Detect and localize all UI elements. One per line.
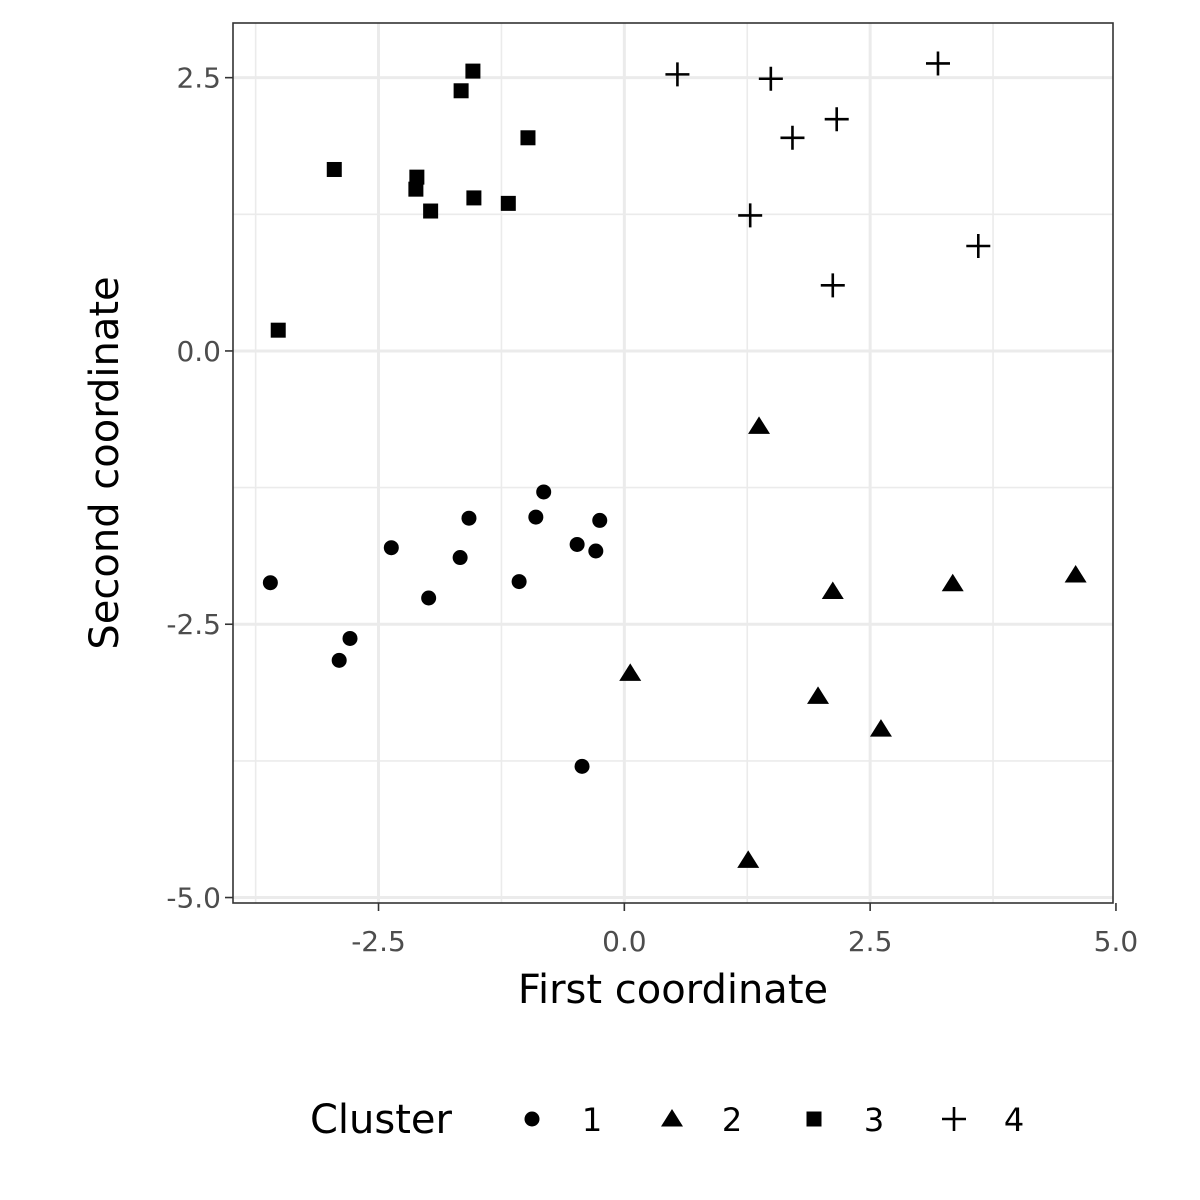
point-cluster-4 <box>820 273 845 298</box>
point-cluster-1 <box>383 540 399 556</box>
x-tick-label: -2.5 <box>351 925 406 958</box>
x-tick-label: 5.0 <box>1094 925 1139 958</box>
legend-label-1: 1 <box>582 1101 602 1139</box>
point-cluster-1 <box>452 550 468 566</box>
point-cluster-1 <box>511 574 527 590</box>
point-cluster-1 <box>528 509 544 525</box>
plot-panel <box>233 23 1113 903</box>
point-cluster-2 <box>1064 565 1087 583</box>
point-cluster-1 <box>262 575 278 591</box>
point-cluster-4 <box>966 234 991 259</box>
point-cluster-4 <box>824 107 849 132</box>
x-axis: -2.5 0.0 2.5 5.0 <box>351 903 1138 958</box>
point-cluster-3 <box>326 161 342 177</box>
x-tick-label: 0.0 <box>602 925 647 958</box>
point-cluster-2 <box>737 850 760 868</box>
point-cluster-4 <box>925 51 950 76</box>
point-cluster-1 <box>342 630 358 646</box>
point-cluster-1 <box>574 758 590 774</box>
point-cluster-3 <box>453 83 469 99</box>
point-cluster-3 <box>409 169 425 185</box>
point-cluster-1 <box>588 543 604 559</box>
legend-title: Cluster <box>310 1097 453 1143</box>
point-cluster-2 <box>941 573 964 592</box>
point-cluster-1 <box>331 652 347 668</box>
point-cluster-4 <box>738 203 763 228</box>
y-tick-label: -5.0 <box>166 882 221 915</box>
legend-label-2: 2 <box>722 1101 742 1139</box>
plot-border <box>232 22 1114 904</box>
legend-key-1 <box>524 1111 540 1127</box>
point-cluster-1 <box>536 484 552 500</box>
point-cluster-1 <box>592 512 608 528</box>
point-cluster-3 <box>466 190 482 206</box>
y-tick-label: -2.5 <box>166 608 221 641</box>
point-cluster-2 <box>748 416 771 434</box>
point-cluster-1 <box>421 590 437 606</box>
point-cluster-2 <box>821 581 844 599</box>
x-axis-title: First coordinate <box>518 967 828 1013</box>
x-tick-label: 2.5 <box>848 925 893 958</box>
legend-label-4: 4 <box>1004 1101 1024 1139</box>
minor-gridlines <box>233 23 1113 903</box>
point-cluster-3 <box>408 181 424 197</box>
point-cluster-1 <box>569 536 585 552</box>
point-cluster-2 <box>869 719 892 737</box>
y-axis-title: Second coordinate <box>82 276 128 649</box>
point-cluster-3 <box>465 63 481 79</box>
legend-key-4 <box>942 1107 966 1131</box>
point-cluster-3 <box>520 130 536 146</box>
point-cluster-3 <box>500 195 516 211</box>
legend: Cluster 1 2 3 4 <box>310 1097 1024 1143</box>
major-gridlines <box>233 23 1113 903</box>
point-cluster-4 <box>780 125 805 150</box>
y-tick-label: 0.0 <box>176 335 221 368</box>
point-cluster-2 <box>807 686 830 704</box>
point-cluster-1 <box>461 510 477 526</box>
point-cluster-3 <box>423 203 439 219</box>
y-tick-label: 2.5 <box>176 62 221 95</box>
point-cluster-4 <box>665 62 690 87</box>
point-cluster-4 <box>758 66 783 91</box>
point-cluster-2 <box>619 663 642 681</box>
y-axis: -5.0 -2.5 0.0 2.5 <box>166 62 233 915</box>
legend-key-3 <box>806 1111 822 1127</box>
legend-key-2 <box>661 1109 683 1127</box>
legend-label-3: 3 <box>864 1101 884 1139</box>
point-cluster-3 <box>270 322 286 338</box>
data-points <box>262 51 1087 868</box>
